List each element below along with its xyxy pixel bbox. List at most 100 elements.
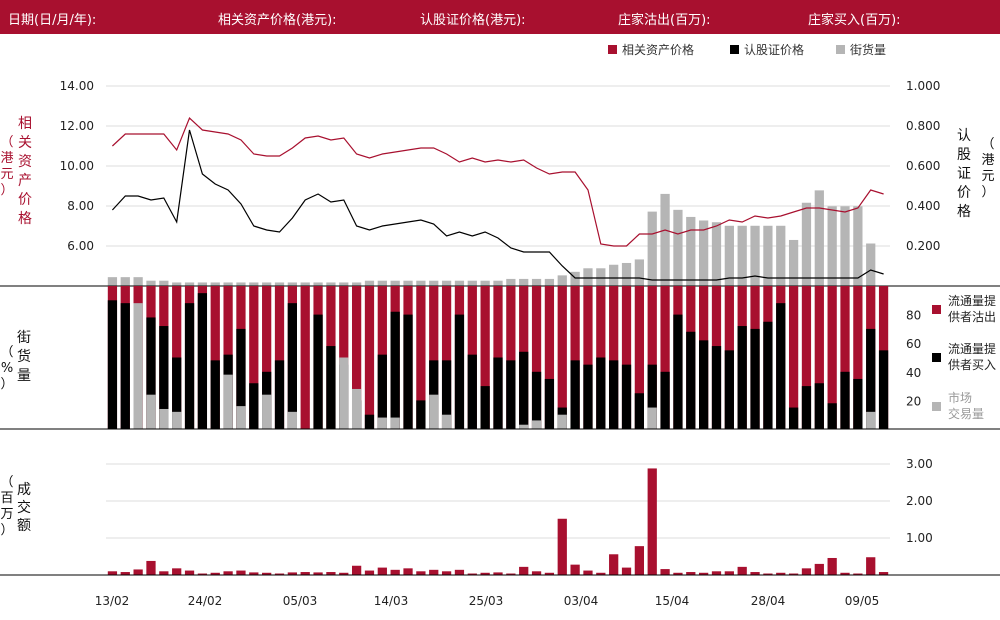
market-bar: [441, 414, 452, 429]
street-bar: [120, 277, 130, 286]
volume-bar: [531, 571, 542, 575]
street-tick-label: 20: [906, 394, 921, 408]
lp-buy-bar: [814, 383, 824, 429]
volume-axis-unit-char: ）: [0, 523, 13, 538]
lp-buy-bar: [441, 360, 452, 429]
lp-buy-bar: [531, 371, 542, 429]
volume-bar: [737, 566, 747, 575]
lp-buy-bar: [737, 326, 747, 429]
street-bar: [441, 280, 452, 286]
lp-buy-bar: [634, 393, 645, 429]
lp-sell-bar: [416, 286, 426, 429]
volume-bar: [686, 572, 696, 575]
street-bar: [313, 282, 323, 286]
volume-axis-title-char: 交: [17, 499, 31, 516]
volume-axis-unit-char: 百: [0, 491, 13, 506]
asset-price-line: [111, 116, 884, 247]
left-axis-title-char: 相: [18, 116, 32, 132]
volume-bar: [519, 566, 529, 575]
street-bar: [647, 211, 657, 286]
lp-buy-bar: [197, 293, 208, 429]
lp-sell-bar: [364, 286, 375, 429]
right-axis-unit-char: （: [981, 137, 994, 152]
market-bar: [519, 424, 529, 429]
lp-sell-bar: [801, 286, 812, 429]
street-axis-unit-char: ）: [0, 377, 13, 392]
legend-label: 街货量: [850, 42, 886, 57]
lp-sell-bar: [531, 286, 542, 429]
lp-sell-bar: [853, 286, 863, 429]
right-axis-unit-char: ）: [981, 185, 994, 200]
lp-sell-bar: [609, 286, 619, 429]
street-tick-label: 80: [906, 309, 921, 323]
lp-buy-bar: [788, 407, 799, 429]
street-bar: [506, 278, 516, 286]
right-axis-unit-char: 元: [981, 169, 994, 184]
street-bar: [274, 282, 285, 286]
lp-buy-bar: [866, 328, 876, 429]
street-bar: [493, 280, 503, 286]
left-axis-title-char: 关: [18, 135, 32, 151]
left-axis-title-char: 资: [18, 154, 32, 170]
warrant-price-line: [111, 129, 884, 281]
date-label: 日期(日/月/年):: [8, 13, 97, 28]
lp-sell-bar: [621, 286, 632, 429]
market-bar: [287, 411, 297, 429]
lp-buy-bar: [159, 326, 169, 429]
street-bar: [377, 280, 387, 286]
left-axis-title-char: 价: [18, 192, 32, 208]
volume-bar: [146, 560, 156, 575]
lp-sell-bar: [840, 286, 850, 429]
volume-bar: [776, 572, 786, 575]
street-bar: [262, 282, 272, 286]
street-bar: [827, 206, 837, 286]
left-axis-title-char: 产: [18, 173, 32, 189]
lp-sell-bar: [570, 286, 580, 429]
street-bar: [326, 282, 336, 286]
market-bar: [159, 408, 169, 429]
lp-buy-bar: [390, 311, 400, 429]
street-bar: [300, 282, 310, 286]
mm-sell-label: 庄家沽出(百万):: [618, 13, 711, 28]
volume-bar: [827, 557, 837, 575]
volume-bar: [853, 573, 863, 575]
legend-label: 认股证价格: [744, 42, 804, 57]
left-axis-unit-char: 港: [0, 151, 13, 166]
left-axis-unit: （港元）: [0, 135, 13, 198]
volume-bar: [570, 564, 580, 575]
volume-bar: [416, 571, 426, 575]
street-bar: [210, 282, 220, 286]
lp-buy-bar: [583, 364, 593, 429]
lp-buy-bar: [403, 314, 413, 429]
street-bar: [596, 268, 606, 286]
lp-buy-bar: [146, 317, 156, 429]
street-bar: [184, 282, 195, 286]
lp-sell-bar: [827, 286, 837, 429]
volume-bar: [236, 570, 246, 575]
market-bar: [339, 357, 349, 429]
x-tick-label: 25/03: [469, 594, 504, 608]
right-tick-label: 1.000: [906, 79, 940, 93]
street-bar: [339, 282, 349, 286]
street-bar: [429, 280, 439, 286]
volume-bar: [609, 554, 619, 575]
street-bar: [364, 280, 375, 286]
volume-bar: [313, 572, 323, 575]
market-bar: [377, 417, 387, 429]
street-bar: [673, 209, 683, 286]
legend-swatch: [730, 45, 739, 54]
lp-sell-bar: [557, 286, 567, 429]
right-axis-unit-char: 港: [981, 153, 994, 168]
lp-sell-bar: [480, 286, 490, 429]
street-bar: [133, 277, 143, 286]
volume-bar: [262, 572, 272, 575]
street-axis-title-char: 货: [17, 348, 31, 365]
lp-buy-bar: [673, 314, 683, 429]
lp-sell-bar: [634, 286, 645, 429]
left-axis-unit-char: ）: [0, 183, 13, 198]
volume-bar: [480, 572, 490, 575]
street-bar: [519, 278, 529, 286]
legend-label: 流通量提: [948, 293, 996, 308]
volume-bar: [249, 572, 259, 575]
street-bar: [840, 206, 850, 286]
